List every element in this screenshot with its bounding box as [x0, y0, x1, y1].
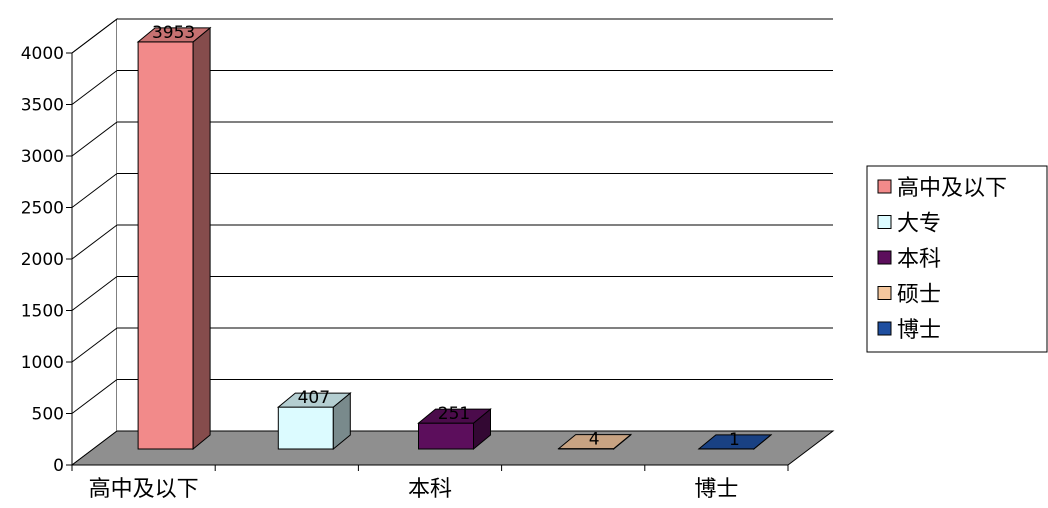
legend-label: 高中及以下 — [897, 176, 1007, 201]
legend-swatch — [878, 180, 891, 193]
x-tick-label: 本科 — [408, 477, 452, 502]
bar-side-face — [193, 28, 210, 449]
legend-label: 本科 — [897, 247, 941, 272]
data-label: 4 — [589, 430, 600, 450]
data-label: 251 — [438, 404, 470, 424]
bar-front-face — [278, 407, 333, 449]
y-tick-label: 3000 — [21, 147, 64, 167]
y-tick-label: 4000 — [21, 44, 64, 64]
y-tick-label: 3500 — [21, 96, 64, 116]
legend-label: 博士 — [897, 318, 941, 343]
y-axis: 0 500 1000 1500 2000 2500 3000 3500 4000 — [21, 44, 72, 476]
y-tick-label: 1000 — [21, 353, 64, 373]
legend-label: 硕士 — [897, 283, 941, 308]
bar-1: 3953 — [138, 23, 210, 449]
y-tick-label: 2000 — [21, 250, 64, 270]
x-tick-label: 博士 — [694, 477, 738, 502]
data-label: 407 — [298, 388, 330, 408]
legend-swatch — [878, 322, 891, 335]
y-tick-label: 0 — [53, 456, 64, 476]
bar-front-face — [138, 42, 193, 449]
bar-front-face — [419, 423, 474, 449]
data-label: 3953 — [152, 23, 195, 43]
legend-label: 大专 — [897, 212, 941, 237]
legend-swatch — [878, 216, 891, 229]
legend-swatch — [878, 287, 891, 300]
x-tick-label: 高中及以下 — [89, 477, 199, 502]
x-axis-labels: 高中及以下 本科 博士 — [72, 465, 788, 502]
y-tick-label: 1500 — [21, 302, 64, 322]
y-tick-label: 2500 — [21, 199, 64, 219]
legend-swatch — [878, 251, 891, 264]
data-label: 1 — [729, 430, 740, 450]
y-tick-label: 500 — [32, 405, 64, 425]
